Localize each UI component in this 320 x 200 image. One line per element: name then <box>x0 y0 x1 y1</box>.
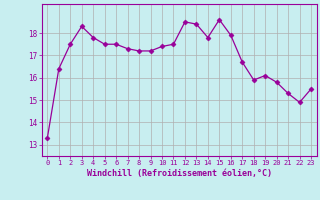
X-axis label: Windchill (Refroidissement éolien,°C): Windchill (Refroidissement éolien,°C) <box>87 169 272 178</box>
